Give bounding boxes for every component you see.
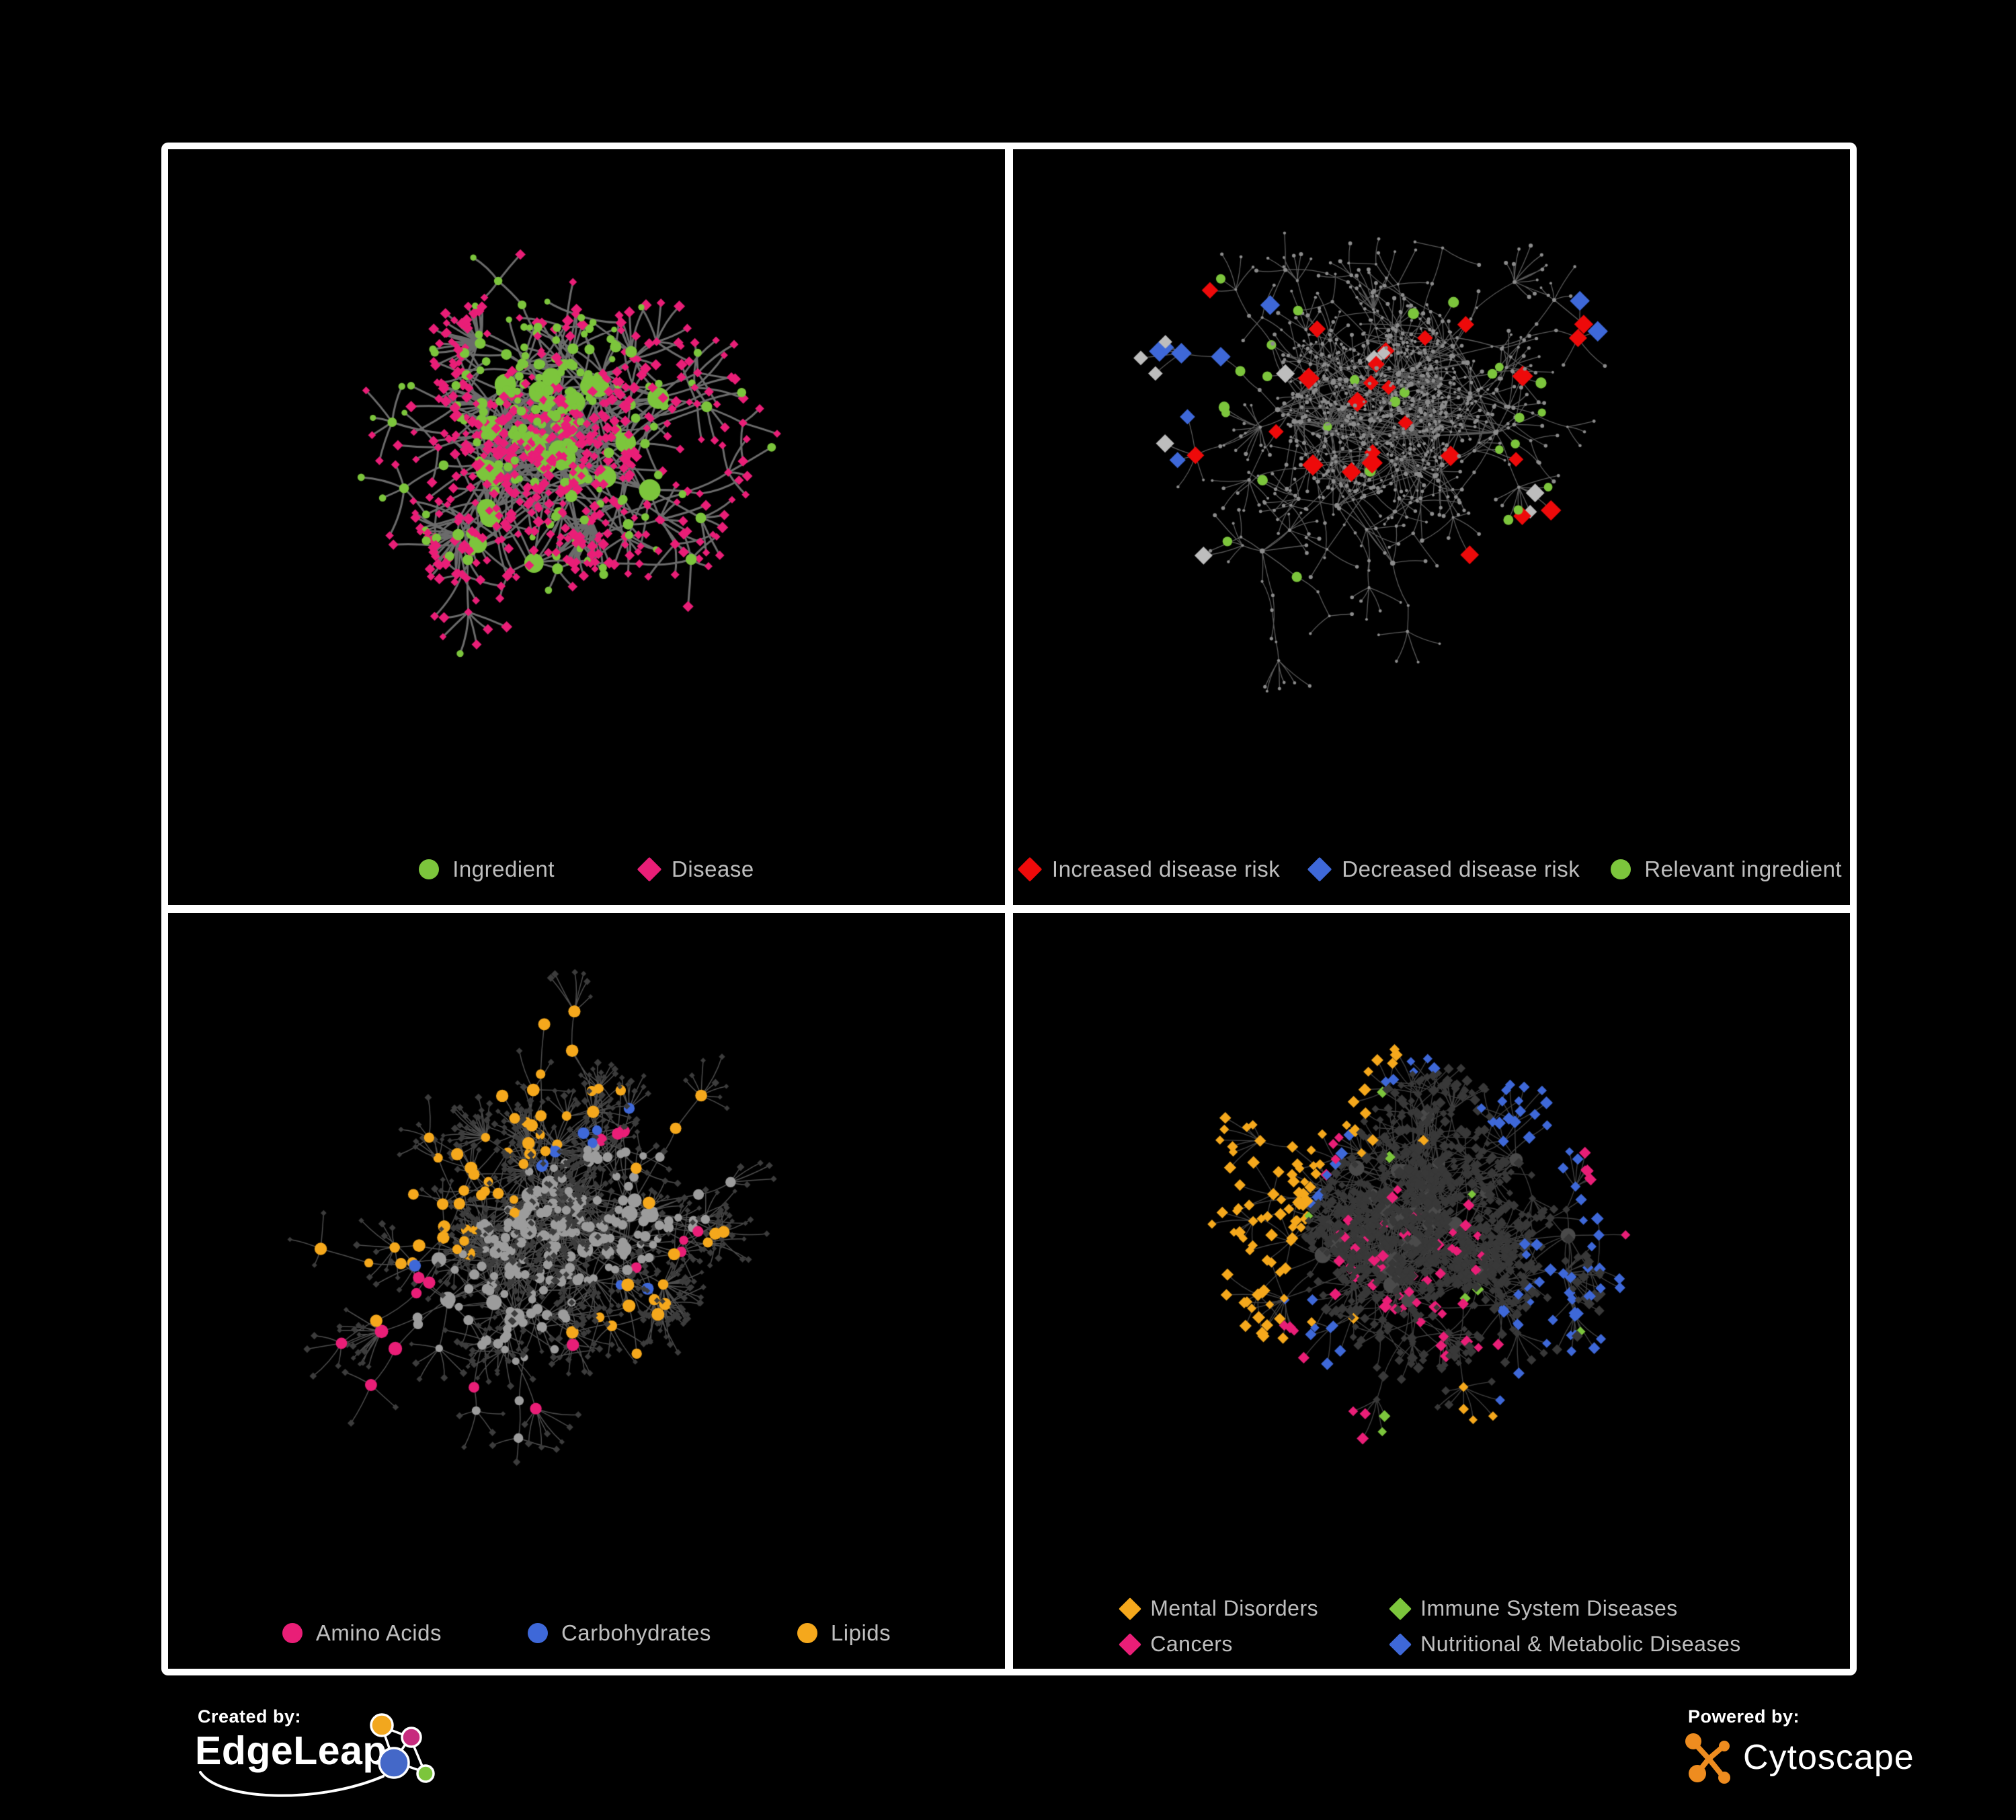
powered-by-label: Powered by:: [1688, 1706, 1800, 1727]
legend-label: Lipids: [830, 1620, 891, 1645]
panel-ingredient-disease: Ingredient Disease: [168, 149, 1005, 905]
nutritional-metabolic-diamond-marker: [1389, 1632, 1412, 1656]
panel-compound-classes: Amino Acids Carbohydrates Lipids: [168, 913, 1005, 1669]
compound-class-network-graph: [168, 913, 1005, 1669]
legend-item-lipids: Lipids: [797, 1620, 891, 1646]
legend-item-cancers: Cancers: [1119, 1632, 1318, 1657]
legend-item-carbohydrates: Carbohydrates: [527, 1620, 711, 1646]
legend-item-immune-system-diseases: Immune System Diseases: [1389, 1596, 1741, 1621]
legend-label: Disease: [672, 857, 754, 881]
panel-grid: Ingredient Disease Increased disease ris…: [161, 143, 1857, 1675]
legend-label: Decreased disease risk: [1342, 857, 1580, 881]
legend-label: Relevant ingredient: [1644, 857, 1843, 881]
cytoscape-branding: Powered by: Cytoscape: [1684, 1706, 1966, 1807]
cytoscape-network-icon: [1685, 1733, 1730, 1784]
edgeleap-branding: Created by: EdgeLeap: [190, 1706, 465, 1809]
legend-item-ingredient: Ingredient: [419, 857, 555, 882]
legend-disease-classes: Mental Disorders Immune System Diseases …: [1013, 1596, 1850, 1657]
legend-ingredient-disease: Ingredient Disease: [168, 857, 1005, 882]
cytoscape-logo-row: Cytoscape: [1684, 1728, 1914, 1787]
legend-item-increased-risk: Increased disease risk: [1017, 857, 1281, 882]
created-by-label: Created by:: [198, 1706, 302, 1727]
ingredient-disease-network-graph: [168, 149, 1005, 905]
legend-label: Carbohydrates: [561, 1620, 711, 1645]
legend-item-nutritional-metabolic-diseases: Nutritional & Metabolic Diseases: [1389, 1632, 1741, 1657]
lipids-circle-marker: [797, 1623, 817, 1643]
disease-diamond-marker: [637, 857, 662, 882]
mental-disorders-diamond-marker: [1119, 1597, 1142, 1620]
cancers-diamond-marker: [1119, 1632, 1142, 1656]
disease-class-network-graph: [1013, 913, 1850, 1669]
disease-risk-network-graph: [1013, 149, 1850, 905]
edgeleap-network-icon: [370, 1713, 435, 1783]
legend-label: Ingredient: [452, 857, 555, 881]
cytoscape-wordmark: Cytoscape: [1743, 1738, 1914, 1777]
legend-compound-classes: Amino Acids Carbohydrates Lipids: [168, 1620, 1005, 1646]
legend-disease-risk: Increased disease risk Decreased disease…: [1013, 857, 1850, 882]
decreased-risk-diamond-marker: [1307, 857, 1332, 882]
immune-diseases-diamond-marker: [1389, 1597, 1412, 1620]
edgeleap-swoosh: [199, 1771, 385, 1797]
legend-item-relevant-ingredient: Relevant ingredient: [1611, 857, 1842, 882]
legend-item-amino-acids: Amino Acids: [282, 1620, 442, 1646]
panel-disease-classes: Mental Disorders Immune System Diseases …: [1013, 913, 1850, 1669]
legend-label: Mental Disorders: [1150, 1596, 1319, 1620]
panel-disease-risk: Increased disease risk Decreased disease…: [1013, 149, 1850, 905]
legend-item-disease: Disease: [637, 857, 754, 882]
legend-label: Amino Acids: [315, 1620, 442, 1645]
ingredient-circle-marker: [419, 859, 440, 879]
legend-label: Nutritional & Metabolic Diseases: [1420, 1632, 1741, 1656]
relevant-ingredient-circle-marker: [1611, 859, 1631, 879]
legend-item-mental-disorders: Mental Disorders: [1119, 1596, 1319, 1621]
edgeleap-wordmark: EdgeLeap: [195, 1729, 387, 1773]
legend-label: Immune System Diseases: [1420, 1596, 1678, 1620]
increased-risk-diamond-marker: [1017, 857, 1043, 882]
amino-acids-circle-marker: [282, 1623, 303, 1643]
legend-item-decreased-risk: Decreased disease risk: [1307, 857, 1580, 882]
legend-label: Increased disease risk: [1051, 857, 1281, 881]
carbohydrates-circle-marker: [527, 1623, 548, 1643]
legend-label: Cancers: [1150, 1632, 1233, 1656]
